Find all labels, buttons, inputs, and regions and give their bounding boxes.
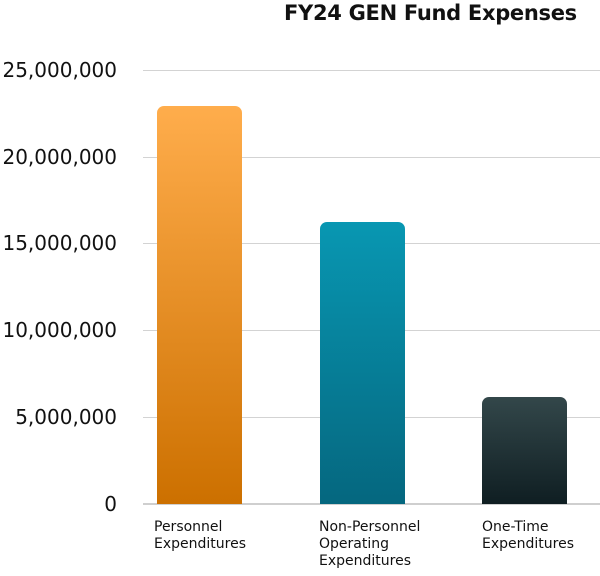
gridline-20m <box>143 157 600 158</box>
y-tick-label: 5,000,000 <box>15 405 117 429</box>
x-category-label-personnel: Personnel Expenditures <box>154 519 246 553</box>
y-tick-label: 25,000,000 <box>2 58 117 82</box>
x-label-line: Expenditures <box>319 553 411 569</box>
x-label-line: Personnel <box>154 519 223 535</box>
x-category-label-non-personnel: Non-Personnel Operating Expenditures <box>319 519 420 570</box>
x-label-line: Expenditures <box>154 536 246 552</box>
x-label-line: One-Time <box>482 519 549 535</box>
y-tick-label: 0 <box>104 492 117 516</box>
bar-one-time-expenditures <box>482 397 567 504</box>
x-label-line: Expenditures <box>482 536 574 552</box>
x-label-line: Non-Personnel <box>319 519 421 535</box>
y-tick-label: 15,000,000 <box>2 231 117 255</box>
x-category-label-one-time: One-Time Expenditures <box>482 519 574 553</box>
x-label-line: Operating <box>319 536 389 552</box>
y-tick-label: 20,000,000 <box>2 145 117 169</box>
bar-non-personnel-operating-expenditures <box>320 222 405 504</box>
x-axis-baseline <box>143 503 600 505</box>
y-tick-label: 10,000,000 <box>2 318 117 342</box>
bar-personnel-expenditures <box>157 106 242 504</box>
chart-title: FY24 GEN Fund Expenses <box>284 1 577 25</box>
gridline-25m <box>143 70 600 71</box>
